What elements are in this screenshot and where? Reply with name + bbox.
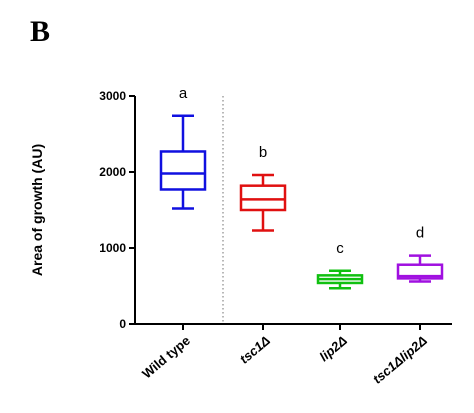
category-label-0: Wild type	[139, 333, 193, 382]
y-ticks: 0 1000 2000 3000	[99, 89, 135, 331]
y-tick-label-3: 3000	[99, 89, 126, 103]
box-rect-1	[239, 184, 287, 212]
y-tick-label-1: 1000	[99, 241, 126, 255]
box-0	[159, 114, 207, 210]
box-3	[396, 254, 444, 283]
boxes	[159, 114, 444, 290]
panel-label: B	[30, 15, 50, 48]
y-axis-label: Area of growth (AU)	[29, 144, 45, 276]
significance-labels: a b c d	[179, 85, 424, 257]
category-label-1: tsc1Δ	[237, 333, 273, 367]
significance-2: c	[336, 240, 344, 257]
category-labels: Wild type tsc1Δ lip2Δ tsc1Δlip2Δ	[139, 333, 430, 387]
significance-0: a	[179, 85, 188, 102]
box-2	[316, 269, 364, 290]
box-1	[239, 173, 287, 232]
significance-3: d	[416, 225, 424, 242]
category-label-2: lip2Δ	[316, 333, 350, 365]
significance-1: b	[259, 144, 267, 161]
box-rect-3	[396, 263, 444, 280]
y-tick-label-2: 2000	[99, 165, 126, 179]
y-tick-label-0: 0	[119, 317, 126, 331]
box-rect-0	[159, 150, 207, 191]
category-label-3: tsc1Δlip2Δ	[370, 333, 430, 387]
axes	[134, 96, 452, 330]
